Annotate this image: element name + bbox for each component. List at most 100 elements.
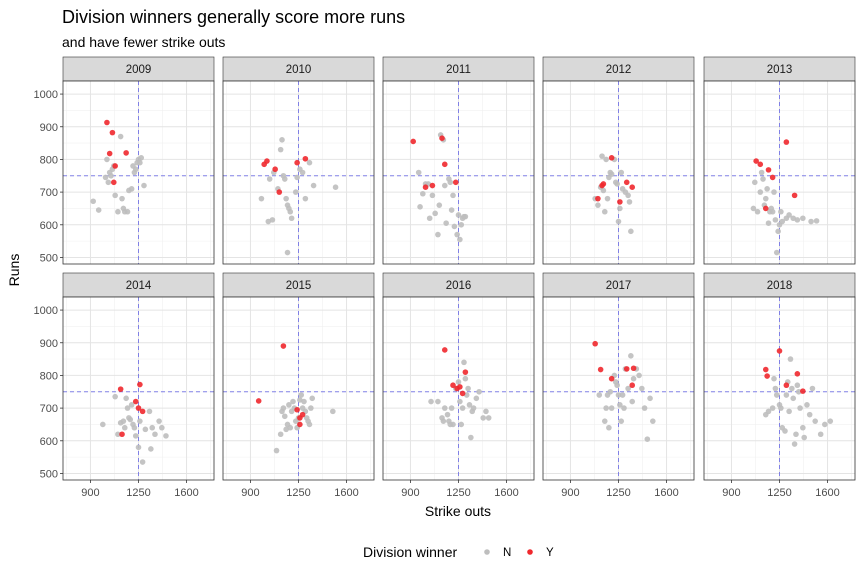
point-not-winner <box>618 418 625 424</box>
point-not-winner <box>142 426 149 433</box>
point-not-winner <box>451 223 458 230</box>
panel-border <box>62 80 215 265</box>
point-not-winner <box>772 217 779 223</box>
point-not-winner <box>778 405 784 411</box>
y-tick-label: 900 <box>40 338 58 350</box>
point-not-winner <box>639 385 645 392</box>
point-not-winner <box>281 176 288 182</box>
point-not-winner <box>626 199 633 205</box>
point-not-winner <box>791 441 798 447</box>
point-division-winner <box>600 181 607 187</box>
point-not-winner <box>462 375 469 382</box>
point-not-winner <box>619 392 626 398</box>
point-division-winner <box>762 205 769 212</box>
point-division-winner <box>450 382 456 389</box>
point-division-winner <box>272 166 278 173</box>
panel-border <box>382 80 535 265</box>
y-tick-label: 600 <box>40 220 58 232</box>
y-tick-label: 900 <box>40 122 58 134</box>
point-not-winner <box>813 218 820 224</box>
point-not-winner <box>330 408 336 415</box>
point-not-winner <box>138 154 145 161</box>
point-not-winner <box>758 169 765 176</box>
point-not-winner <box>630 375 637 382</box>
point-not-winner <box>621 405 627 411</box>
point-division-winner <box>429 182 436 189</box>
x-tick-label: 900 <box>241 487 259 499</box>
point-not-winner <box>647 395 653 402</box>
point-not-winner <box>283 195 289 202</box>
point-not-winner <box>773 249 780 256</box>
point-not-winner <box>483 408 489 415</box>
point-not-winner <box>284 249 291 256</box>
point-not-winner <box>764 186 770 192</box>
point-not-winner <box>426 215 433 222</box>
point-not-winner <box>769 208 776 215</box>
point-not-winner <box>615 392 622 398</box>
point-not-winner <box>458 421 465 428</box>
point-not-winner <box>299 169 306 176</box>
point-not-winner <box>809 385 816 392</box>
point-not-winner <box>595 202 601 208</box>
point-not-winner <box>603 405 609 411</box>
facet-strip-label: 2017 <box>606 280 632 292</box>
y-tick-label: 600 <box>40 436 58 448</box>
facet-strip <box>382 272 535 298</box>
point-not-winner <box>141 182 147 189</box>
point-not-winner <box>277 146 284 153</box>
point-not-winner <box>148 446 154 452</box>
x-tick-label: 900 <box>722 487 740 499</box>
point-not-winner <box>607 388 614 395</box>
panel-border <box>222 80 375 265</box>
y-tick-label: 500 <box>40 468 58 480</box>
point-not-winner <box>600 187 607 194</box>
point-division-winner <box>452 179 459 186</box>
x-axis-label: Strike outs <box>425 503 491 519</box>
point-division-winner <box>132 398 139 405</box>
facet-panel-2012: 2012 <box>542 56 695 265</box>
facet-strip <box>542 272 695 298</box>
point-not-winner <box>448 207 455 213</box>
point-not-winner <box>435 231 441 238</box>
point-division-winner <box>783 382 790 389</box>
point-not-winner <box>606 424 612 431</box>
point-not-winner <box>102 174 109 181</box>
point-not-winner <box>468 434 474 441</box>
point-not-winner <box>771 189 777 195</box>
point-not-winner <box>332 184 339 191</box>
point-not-winner <box>163 433 169 439</box>
point-not-winner <box>806 411 813 418</box>
point-not-winner <box>455 379 462 385</box>
legend: Division winner N Y <box>363 544 554 560</box>
point-not-winner <box>440 418 447 424</box>
point-not-winner <box>462 213 469 220</box>
point-not-winner <box>447 179 454 186</box>
point-not-winner <box>115 208 121 215</box>
point-not-winner <box>294 174 300 181</box>
point-not-winner <box>601 208 608 215</box>
point-division-winner <box>597 366 604 373</box>
point-division-winner <box>264 158 270 164</box>
point-not-winner <box>795 388 802 395</box>
point-division-winner <box>139 408 146 415</box>
point-not-winner <box>417 204 423 210</box>
point-not-winner <box>258 195 265 202</box>
y-tick-label: 500 <box>40 252 58 264</box>
point-not-winner <box>459 405 466 411</box>
point-division-winner <box>422 184 429 191</box>
point-not-winner <box>269 217 276 223</box>
point-not-winner <box>599 153 605 159</box>
legend-title: Division winner <box>363 544 457 560</box>
point-not-winner <box>750 205 757 212</box>
x-tick-label: 1600 <box>494 487 518 499</box>
facet-strip-label: 2013 <box>767 64 793 76</box>
facet-panel-2016: 2016 900 1250 1600 <box>382 272 535 499</box>
point-division-winner <box>608 375 615 382</box>
x-tick-label: 900 <box>561 487 579 499</box>
point-not-winner <box>822 421 828 428</box>
point-not-winner <box>461 359 467 366</box>
point-not-winner <box>112 393 118 400</box>
point-not-winner <box>827 418 834 424</box>
point-not-winner <box>156 418 162 424</box>
